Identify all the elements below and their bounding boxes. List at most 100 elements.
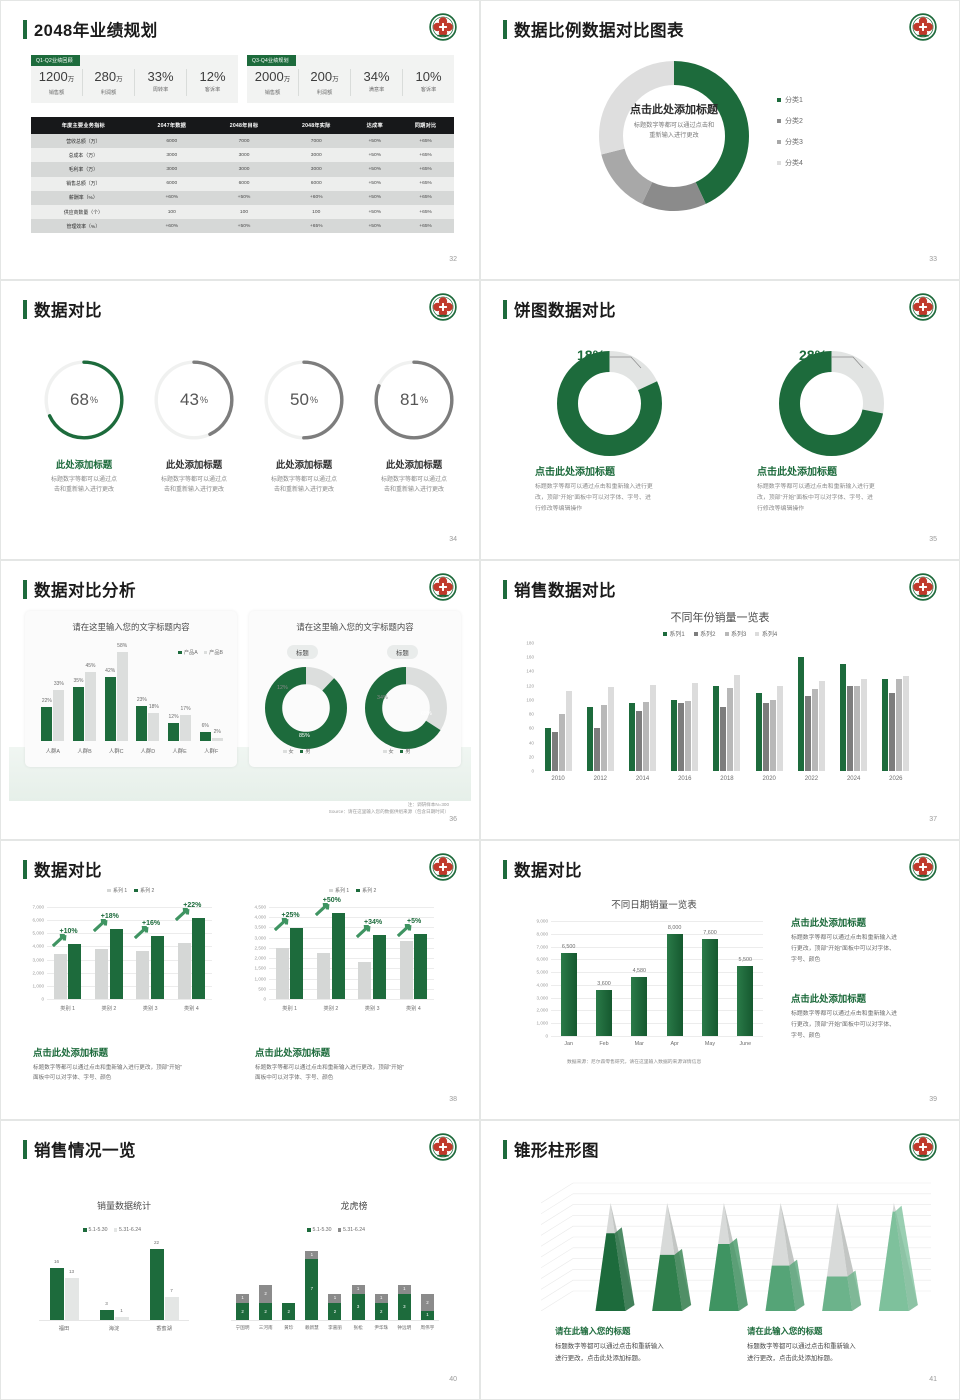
x-labels: Jan Feb Mar Apr May June bbox=[551, 1041, 763, 1047]
table-row: 毛利率（万） 3000 3000 3000 +50% +65% bbox=[31, 162, 454, 177]
logo-wrap bbox=[429, 13, 457, 41]
stack-seg-top: 1 bbox=[328, 1294, 342, 1303]
slide-34[interactable]: 数据对比 34 68% 此处添加标题 标题数字等都可以通过点 击和重新输入进行更改 43% 此… bbox=[0, 280, 480, 560]
bar-value-label: 18% bbox=[148, 704, 159, 711]
legend-label: 女 bbox=[288, 749, 294, 755]
y-tick-label: 100 bbox=[526, 697, 534, 703]
bar: 4,580 bbox=[631, 968, 648, 1036]
y-tick-label: 0 bbox=[41, 996, 44, 1002]
legend-label: 分类4 bbox=[785, 160, 803, 167]
x-label: 人群B bbox=[77, 749, 92, 755]
logo-wrap bbox=[909, 573, 937, 601]
right-chart-title: 龙虎榜 bbox=[340, 1201, 368, 1211]
gridline bbox=[269, 999, 434, 1000]
stack-seg-top: 1 bbox=[236, 1294, 250, 1303]
table-row: 薪酬率（%） +60% +50% +60% +50% +65% bbox=[31, 190, 454, 205]
chart-source: 数据来源：尼尔森零售研究，请在这里输入数据的来源详情信息 bbox=[567, 1060, 702, 1065]
table-cell: 7000 bbox=[310, 138, 322, 144]
slide-canvas: 数据对比分析 36 请在这里输入您的文字标题内容 产品A 产品B 22% 33% 35% 45%… bbox=[9, 565, 471, 829]
slide-40[interactable]: 销售情况一览 40 销量数据统计 5.1-5.30 5.31-6.24 16 13 3 1 22 7… bbox=[0, 1120, 480, 1400]
callout-line bbox=[831, 356, 864, 369]
table-cell: +65% bbox=[419, 138, 432, 144]
gauge-0: 68% bbox=[41, 357, 127, 443]
gridline bbox=[551, 972, 763, 974]
x-label: 类别 4 bbox=[184, 1006, 199, 1012]
slide-33[interactable]: 数据比例数据对比图表 33 点击此处添加标题 标题数字等都可以通过点击和 重新输入进行更… bbox=[480, 0, 960, 280]
legend-item: 分类2 bbox=[777, 116, 803, 126]
table-cell: 6000 bbox=[166, 181, 178, 187]
bar bbox=[109, 929, 123, 999]
bar bbox=[797, 657, 804, 771]
bar bbox=[818, 681, 825, 771]
kpi-unit: 万 bbox=[283, 76, 291, 83]
donut-chart bbox=[557, 351, 662, 456]
table-cell: +60% bbox=[165, 195, 179, 201]
pie-text-block-0: 点击此处添加标题 标题数字等都可以通过点击和重新输入进行更 改，顶部“开始”面板中可… bbox=[535, 463, 727, 515]
slide-36[interactable]: 数据对比分析 36 请在这里输入您的文字标题内容 产品A 产品B 22% 33% 35% 45%… bbox=[0, 560, 480, 840]
slide-header: 数据对比 bbox=[503, 857, 582, 881]
ring-gauge bbox=[154, 360, 234, 440]
gauge-desc: 标题数字等都可以通过点 击和重新输入进行更改 bbox=[270, 477, 337, 493]
page-title: 2048年业绩规划 bbox=[34, 22, 158, 40]
slide-41[interactable]: 锥形柱形图 41 0%10%20%30%40%50%60%70%80%90%100%… bbox=[480, 1120, 960, 1400]
page-number: 41 bbox=[929, 1376, 937, 1383]
x-label: 张松 bbox=[353, 1325, 363, 1330]
y-tick-label: 3,000 bbox=[254, 935, 267, 941]
logo-wrap bbox=[909, 13, 937, 41]
chart-title: 不同日期销量一览表 bbox=[611, 900, 697, 911]
x-label: 2014 bbox=[635, 776, 650, 782]
gridline bbox=[47, 907, 212, 908]
bar-value-label: 33% bbox=[53, 681, 64, 688]
slide-32[interactable]: 2048年业绩规划 32 Q1-Q2业绩回顾 1200万 销售额 280万 利润额 33% 周转… bbox=[0, 0, 480, 280]
company-logo-icon bbox=[429, 1133, 457, 1161]
y-tick-label: 180 bbox=[526, 640, 534, 646]
bar bbox=[544, 728, 551, 771]
gauge-value: 43% bbox=[180, 390, 208, 409]
table-cell: +60% bbox=[309, 195, 323, 201]
bar bbox=[755, 692, 762, 771]
legend-swatch bbox=[399, 749, 404, 754]
bar: 2% bbox=[211, 729, 223, 741]
x-label: 2022 bbox=[804, 776, 819, 782]
bar bbox=[840, 664, 847, 771]
growth-arrow-icon bbox=[314, 903, 330, 917]
legend-swatch bbox=[203, 650, 208, 655]
gridline bbox=[269, 958, 434, 960]
table-header-cell: 2048年实际 bbox=[280, 117, 353, 134]
ring-gauge bbox=[44, 360, 124, 440]
gauge-title: 此处添加标题 bbox=[385, 459, 443, 470]
pie-title: 点击此处添加标题 bbox=[757, 467, 837, 478]
x-label: May bbox=[704, 1041, 716, 1047]
slide-35[interactable]: 饼图数据对比 35 18% 点击此处添加标题 标题数字等都可以通过点击和重新输入进行更改… bbox=[480, 280, 960, 560]
gridline bbox=[269, 937, 434, 939]
table-cell: 销售总额（万） bbox=[66, 182, 101, 188]
table-cell: +50% bbox=[368, 152, 382, 158]
slide-37[interactable]: 销售数据对比 37 不同年份销量一览表 系列1 系列2 系列3 系列4 0 20 40 60 80 10… bbox=[480, 560, 960, 840]
stack-seg-top: 2 bbox=[259, 1285, 273, 1303]
table-row: 供应商数量（个） 100 100 100 +50% +65% bbox=[31, 204, 454, 220]
bar-value-label: 17% bbox=[180, 705, 191, 712]
bar bbox=[861, 678, 868, 771]
page-number: 33 bbox=[929, 256, 937, 263]
gridline bbox=[551, 1010, 763, 1012]
gauge-3: 81% bbox=[371, 357, 457, 443]
gauge-value: 81% bbox=[400, 390, 428, 409]
logo-wrap bbox=[429, 853, 457, 881]
slide-canvas: 数据比例数据对比图表 33 点击此处添加标题 标题数字等都可以通过点击和 重新输入进行更… bbox=[489, 5, 951, 269]
pie-donut-wrap bbox=[557, 351, 662, 461]
bar bbox=[776, 685, 783, 771]
bar-group: 22 7 bbox=[139, 1240, 189, 1320]
table-cell: 营收总额（万） bbox=[66, 139, 101, 145]
table-cell: 6000 bbox=[310, 181, 322, 187]
slide-39[interactable]: 数据对比 39 不同日期销量一览表 0 1,000 2,000 3,000 4,000 5,00… bbox=[480, 840, 960, 1120]
x-label: 2012 bbox=[593, 776, 607, 782]
slide-header: 饼图数据对比 bbox=[503, 297, 616, 321]
table-cell: 3000 bbox=[310, 166, 322, 172]
kpi-card-1: Q3-Q4业绩规划 2000万 销售额 200万 利润额 34% 满意率 10% 客诉率 bbox=[247, 55, 454, 103]
bar-group: 23% 18% bbox=[132, 649, 164, 741]
logo-wrap bbox=[909, 853, 937, 881]
slide-38[interactable]: 数据对比 38 系列 1 系列 2 0 1,000 2,000 3,000 4,000 5,000… bbox=[0, 840, 480, 1120]
growth-arrow-icon bbox=[397, 923, 412, 937]
legend-item: 分类4 bbox=[777, 158, 803, 168]
